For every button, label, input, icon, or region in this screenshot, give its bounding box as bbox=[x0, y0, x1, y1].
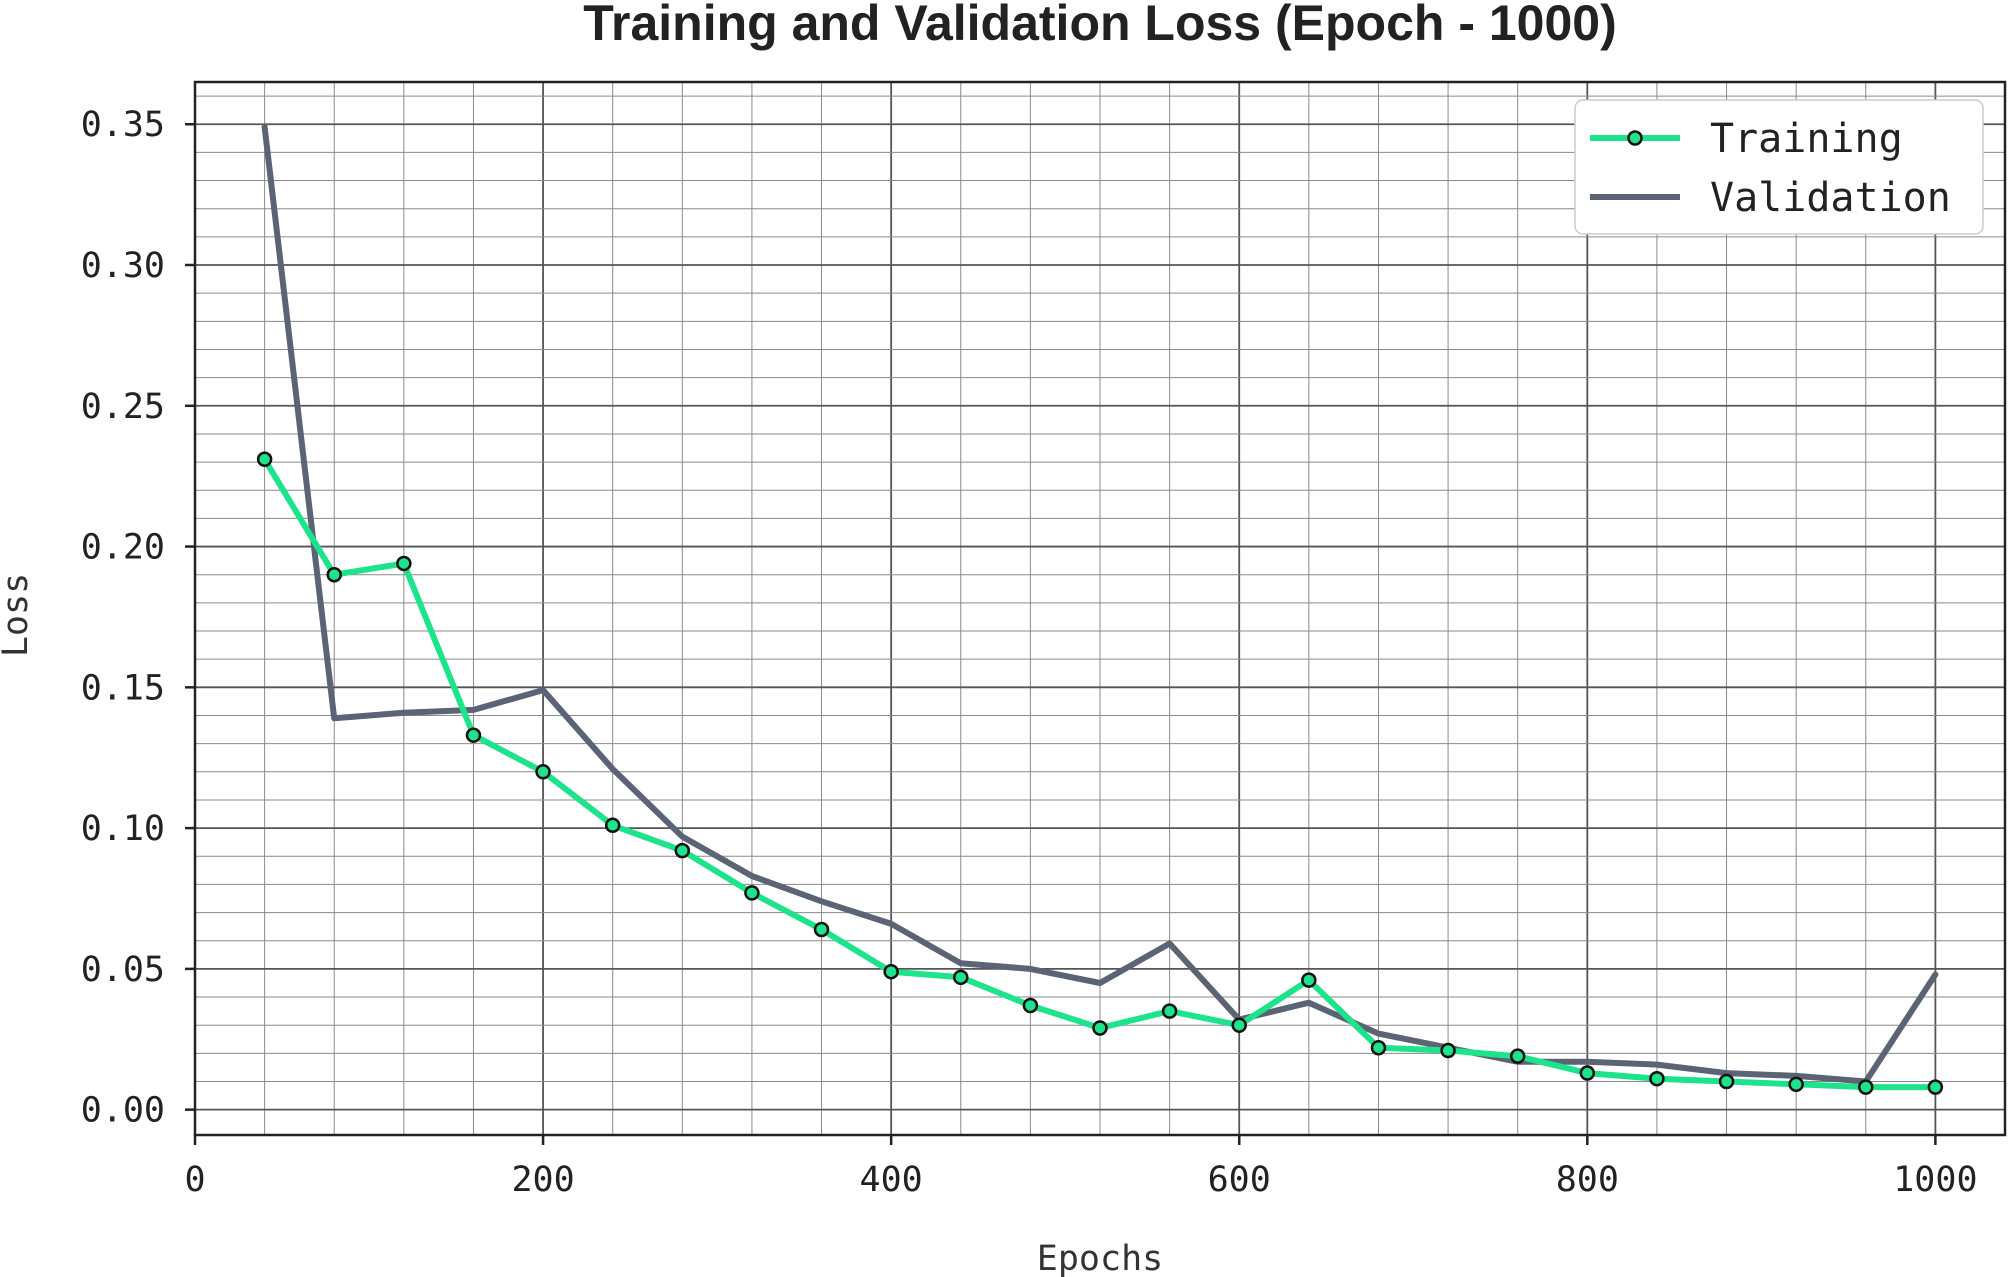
axis-ticks: 0 200 400 600 800 1000 0.00 0.05 0.10 0.15 0.20 0.2… bbox=[81, 105, 1978, 1200]
training-point bbox=[1301, 972, 1317, 988]
legend-box bbox=[1574, 99, 1984, 235]
training-point bbox=[1649, 1070, 1665, 1087]
training-point bbox=[953, 969, 969, 986]
training-point bbox=[1440, 1042, 1456, 1059]
legend-training-marker bbox=[1627, 130, 1643, 146]
y-tick-label: 0.30 bbox=[81, 246, 165, 286]
training-point bbox=[1092, 1020, 1108, 1036]
training-point bbox=[813, 921, 830, 938]
training-point bbox=[1579, 1065, 1596, 1081]
training-point bbox=[326, 566, 342, 583]
x-axis-label: Epochs bbox=[1037, 1239, 1163, 1277]
y-tick-label: 0.10 bbox=[81, 809, 165, 849]
x-tick-label: 0 bbox=[184, 1160, 205, 1200]
training-point bbox=[1927, 1079, 1944, 1095]
training-point bbox=[465, 727, 482, 743]
y-tick-label: 0.15 bbox=[81, 668, 165, 708]
y-tick-label: 0.20 bbox=[81, 528, 165, 568]
y-tick-label: 0.25 bbox=[81, 387, 165, 427]
training-point bbox=[256, 451, 273, 468]
training-point bbox=[1231, 1017, 1247, 1033]
legend-validation-label: Validation bbox=[1710, 175, 1951, 221]
training-point bbox=[1161, 1003, 1178, 1019]
training-point bbox=[1022, 997, 1039, 1014]
training-point bbox=[535, 764, 551, 780]
chart-title: Training and Validation Loss (Epoch - 10… bbox=[583, 0, 1617, 51]
training-point bbox=[674, 842, 691, 859]
series bbox=[256, 124, 1944, 1095]
x-tick-label: 800 bbox=[1556, 1160, 1619, 1200]
x-tick-label: 400 bbox=[860, 1160, 923, 1200]
y-tick-label: 0.05 bbox=[81, 950, 165, 990]
training-point bbox=[744, 885, 760, 901]
training-point bbox=[604, 817, 621, 834]
training-point bbox=[1858, 1079, 1874, 1095]
validation-line bbox=[261, 124, 1939, 1085]
legend: Training Validation bbox=[1574, 99, 1984, 235]
y-tick-label: 0.35 bbox=[81, 105, 165, 145]
grid bbox=[194, 82, 2006, 1135]
y-axis-label: Loss bbox=[0, 573, 36, 657]
x-tick-label: 1000 bbox=[1893, 1160, 1977, 1200]
x-tick-label: 600 bbox=[1208, 1160, 1271, 1200]
training-point bbox=[883, 963, 899, 980]
legend-training-label: Training bbox=[1710, 116, 1903, 162]
training-point bbox=[396, 555, 412, 572]
x-tick-label: 200 bbox=[511, 1160, 574, 1200]
y-tick-label: 0.00 bbox=[81, 1091, 165, 1131]
training-point bbox=[1370, 1039, 1387, 1056]
training-point bbox=[1718, 1073, 1735, 1090]
training-point bbox=[1509, 1048, 1526, 1064]
plot-frame bbox=[193, 80, 2007, 1137]
training-point bbox=[1788, 1076, 1804, 1093]
